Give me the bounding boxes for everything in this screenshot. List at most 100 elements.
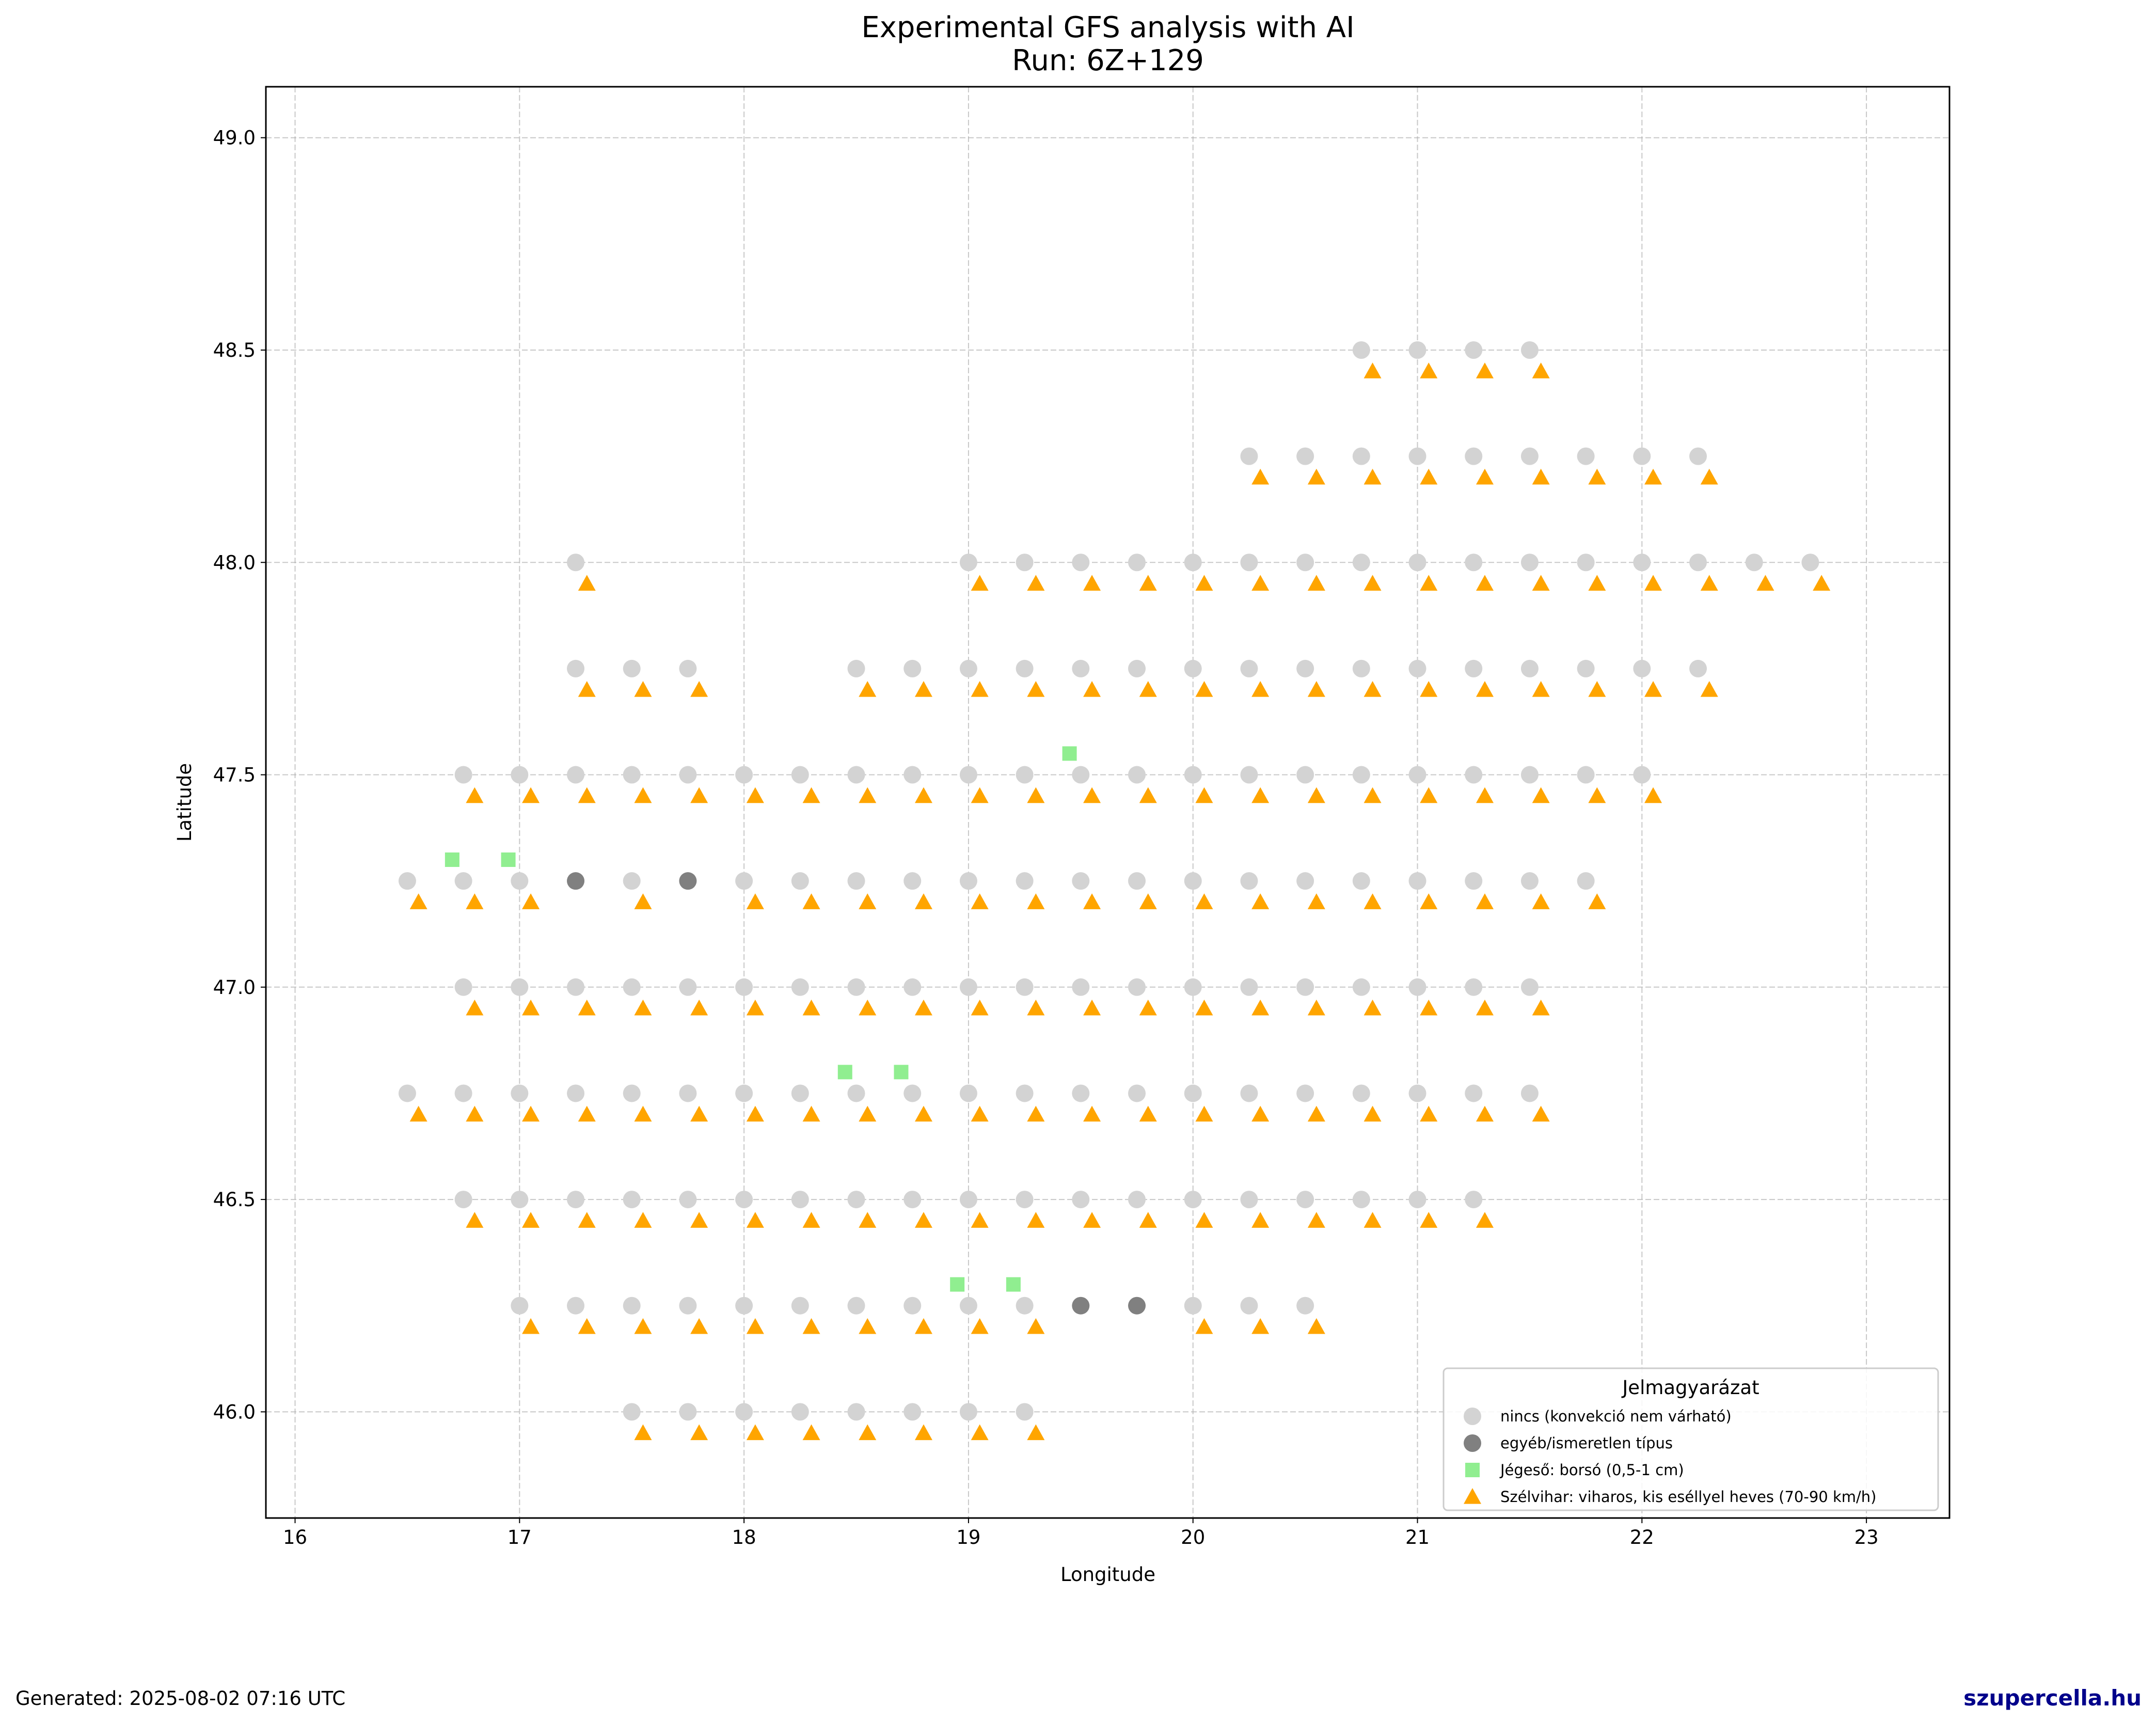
data-point (847, 1297, 865, 1315)
data-point (959, 554, 977, 572)
data-point (679, 1403, 697, 1421)
wind-marker (1476, 468, 1494, 485)
data-point (735, 872, 753, 890)
wind-marker (578, 681, 596, 697)
wind-marker (1195, 893, 1213, 909)
axis-ticks: 16 17 18 19 20 21 22 23 46.0 46.5 47.0 47.5 48.0 48.5… (213, 127, 1879, 1548)
wind-marker (1083, 681, 1101, 697)
wind-marker (1756, 575, 1774, 591)
data-point (903, 978, 922, 996)
wind-marker (1476, 893, 1494, 909)
wind-marker (1532, 893, 1550, 909)
wind-marker (634, 787, 652, 803)
wind-marker (971, 1105, 989, 1122)
wind-marker (1027, 1424, 1045, 1441)
wind-marker (1364, 681, 1382, 697)
wind-marker (1027, 999, 1045, 1016)
wind-marker (1083, 893, 1101, 909)
data-point (1577, 554, 1595, 572)
wind-marker (1644, 575, 1662, 591)
data-point (1296, 766, 1314, 784)
data-point (567, 766, 585, 784)
wind-marker (859, 893, 877, 909)
chart-title: Experimental GFS analysis with AI (861, 11, 1354, 44)
wind-marker (971, 999, 989, 1016)
data-point (1128, 1297, 1146, 1315)
wind-marker (1083, 787, 1101, 803)
data-point (1240, 978, 1258, 996)
data-point (1465, 341, 1483, 359)
wind-marker (1083, 1212, 1101, 1228)
data-point (623, 659, 641, 677)
data-point (1408, 1084, 1426, 1102)
data-point (1128, 978, 1146, 996)
wind-marker (1027, 787, 1045, 803)
data-point (1352, 1191, 1370, 1209)
data-point (1633, 447, 1651, 465)
wind-marker (1139, 575, 1157, 591)
wind-marker (1588, 575, 1606, 591)
wind-marker (1195, 1318, 1213, 1334)
data-point (1128, 872, 1146, 890)
wind-marker (1251, 1318, 1270, 1334)
wind-marker (634, 1424, 652, 1441)
data-point (1128, 1084, 1146, 1102)
legend: Jelmagyarázat nincs (konvekció nem várha… (1442, 1367, 1939, 1511)
data-point (623, 766, 641, 784)
data-point (1184, 659, 1202, 677)
data-point (567, 1297, 585, 1315)
wind-marker (1251, 999, 1270, 1016)
data-point (847, 872, 865, 890)
data-point (959, 659, 977, 677)
data-point (903, 1403, 922, 1421)
wind-marker (1251, 893, 1270, 909)
data-point (567, 872, 585, 890)
data-point (398, 872, 416, 890)
data-point (567, 1191, 585, 1209)
wind-marker (1083, 999, 1101, 1016)
wind-marker (914, 999, 932, 1016)
data-point (623, 872, 641, 890)
data-point (1128, 554, 1146, 572)
wind-marker (690, 787, 708, 803)
wind-marker (522, 1318, 540, 1334)
data-point (1240, 766, 1258, 784)
data-point (679, 1297, 697, 1315)
hail-marker (950, 1277, 965, 1292)
data-point (1240, 1297, 1258, 1315)
data-point (791, 1403, 809, 1421)
wind-marker (1195, 681, 1213, 697)
data-point (1408, 554, 1426, 572)
data-point (1520, 554, 1539, 572)
wind-marker (578, 787, 596, 803)
brand-link[interactable]: szupercella.hu (1963, 1685, 2142, 1711)
data-point (903, 659, 922, 677)
y-tick-label: 48.5 (213, 339, 256, 361)
wind-marker (1195, 787, 1213, 803)
wind-marker (634, 1105, 652, 1122)
data-point (1689, 554, 1707, 572)
wind-marker (859, 1105, 877, 1122)
data-point (1016, 766, 1034, 784)
data-point (1296, 447, 1314, 465)
data-point (1128, 1191, 1146, 1209)
wind-marker (971, 575, 989, 591)
wind-marker (746, 1424, 764, 1441)
x-tick-label: 19 (956, 1526, 980, 1548)
wind-marker (859, 681, 877, 697)
data-point (1240, 554, 1258, 572)
wind-marker (914, 1105, 932, 1122)
wind-marker (802, 1424, 820, 1441)
wind-marker (971, 893, 989, 909)
wind-marker (914, 1424, 932, 1441)
data-point (1296, 872, 1314, 890)
wind-marker (746, 1318, 764, 1334)
data-point (1296, 978, 1314, 996)
wind-marker (522, 999, 540, 1016)
data-point (847, 1403, 865, 1421)
data-point (567, 659, 585, 677)
wind-marker (1476, 1105, 1494, 1122)
data-point (1520, 872, 1539, 890)
wind-marker (1364, 893, 1382, 909)
